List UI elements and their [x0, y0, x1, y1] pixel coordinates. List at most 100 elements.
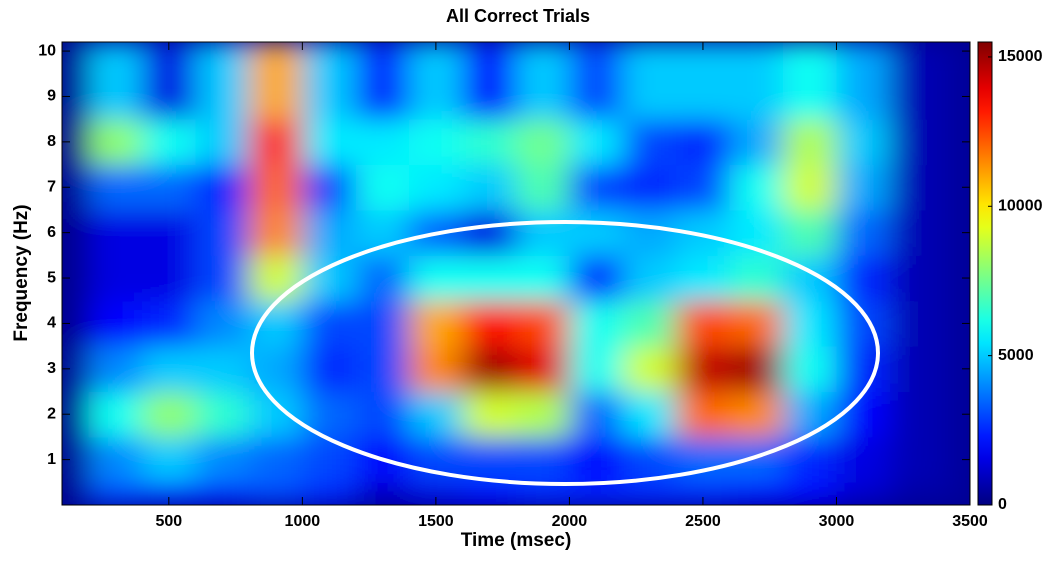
heatmap-cell: [302, 209, 357, 256]
heatmap-cell: [248, 119, 303, 166]
heatmap-cell: [836, 346, 891, 393]
heatmap-cell: [729, 164, 784, 211]
heatmap-cell: [355, 391, 410, 438]
heatmap-cell: [889, 436, 944, 483]
heatmap-cell: [889, 346, 944, 393]
heatmap-cell: [836, 300, 891, 347]
heatmap-cell: [195, 436, 250, 483]
heatmap-cell: [248, 209, 303, 256]
y-tick-label: 7: [47, 178, 56, 195]
heatmap-cell: [729, 482, 784, 505]
heatmap-cell: [88, 119, 143, 166]
heatmap-cell: [88, 300, 143, 347]
heatmap-cell: [355, 346, 410, 393]
x-tick-label: 3000: [819, 513, 855, 530]
heatmap-cell: [355, 119, 410, 166]
heatmap-clip: [62, 42, 970, 505]
heatmap-cell: [195, 119, 250, 166]
heatmap-cell: [409, 42, 464, 120]
heatmap-cell: [729, 346, 784, 393]
plot-frame: [61, 41, 971, 506]
heatmap-cell: [462, 209, 517, 256]
heatmap-cell: [195, 391, 250, 438]
chart-title: All Correct Trials: [446, 6, 590, 26]
heatmap-cell: [622, 391, 677, 438]
heatmap-cell: [462, 436, 517, 483]
heatmap-cell: [783, 119, 837, 166]
colorbar-tick-label: 0: [998, 496, 1007, 513]
heatmap-cell: [516, 300, 570, 347]
y-axis-label: Frequency (Hz): [11, 204, 32, 341]
heatmap-cell: [248, 436, 303, 483]
y-tick-label: 8: [47, 133, 56, 150]
heatmap-cell: [889, 119, 944, 166]
heatmap-cell: [142, 346, 197, 393]
heatmap-cell: [836, 119, 891, 166]
y-tick-label: 1: [47, 451, 56, 468]
heatmap-cell: [355, 255, 410, 302]
x-tick-label: 500: [155, 513, 182, 530]
heatmap-cell: [142, 391, 197, 438]
heatmap-cell: [142, 42, 197, 120]
x-tick-label: 2000: [552, 513, 588, 530]
heatmap-cell: [195, 255, 250, 302]
heatmap-cell: [729, 300, 784, 347]
heatmap-cell: [516, 42, 570, 120]
heatmap-cell: [676, 300, 731, 347]
heatmap-cell: [248, 42, 303, 120]
heatmap-cell: [88, 346, 143, 393]
heatmap-cell: [622, 300, 677, 347]
heatmap-cell: [836, 391, 891, 438]
heatmap-cell: [622, 255, 677, 302]
heatmap-cell: [569, 391, 624, 438]
y-tick-label: 3: [47, 360, 56, 377]
heatmap-cell: [622, 164, 677, 211]
heatmap-cell: [195, 300, 250, 347]
y-tick-label: 4: [47, 315, 56, 332]
heatmap-cell: [142, 300, 197, 347]
heatmap-cell: [783, 42, 837, 120]
heatmap-cell: [462, 42, 517, 120]
heatmap-cell: [569, 436, 624, 483]
heatmap-cell: [462, 391, 517, 438]
y-tick-label: 2: [47, 405, 56, 422]
x-axis-label: Time (msec): [461, 530, 572, 551]
heatmap-cell: [195, 346, 250, 393]
heatmap-cell: [248, 346, 303, 393]
heatmap-cell: [783, 391, 837, 438]
heatmap-cell: [302, 482, 357, 505]
heatmap-cell: [889, 391, 944, 438]
heatmap-cell: [676, 255, 731, 302]
heatmap-cell: [622, 482, 677, 505]
heatmap-cell: [729, 436, 784, 483]
x-tick-label: 3500: [952, 513, 988, 530]
heatmap-cell: [889, 164, 944, 211]
heatmap-cell: [409, 164, 464, 211]
heatmap-cell: [409, 119, 464, 166]
heatmap-cell: [836, 42, 891, 120]
heatmap-cell: [88, 42, 143, 120]
heatmap-cell: [516, 391, 570, 438]
heatmap-cell: [569, 300, 624, 347]
heatmap-cell: [302, 42, 357, 120]
heatmap-cell: [889, 209, 944, 256]
heatmap-cell: [943, 42, 970, 120]
axes: 500 1000 1500 2000 2500 3000 3500 1 2 3 4 5 6 7 8 9 10: [38, 42, 988, 530]
heatmap-cell: [462, 255, 517, 302]
heatmap-cell: [729, 255, 784, 302]
heatmap-cell: [836, 436, 891, 483]
y-tick-label: 10: [38, 42, 56, 59]
heatmap-cell: [88, 164, 143, 211]
heatmap-cell: [569, 209, 624, 256]
heatmap-cell: [462, 164, 517, 211]
heatmap-cell: [142, 119, 197, 166]
heatmap-cell: [355, 482, 410, 505]
heatmap-cell: [516, 164, 570, 211]
heatmap-cell: [142, 255, 197, 302]
heatmap-cell: [569, 42, 624, 120]
heatmap-cell: [62, 42, 90, 120]
heatmap-cell: [729, 119, 784, 166]
heatmap-cell: [569, 119, 624, 166]
heatmap-cell: [142, 209, 197, 256]
